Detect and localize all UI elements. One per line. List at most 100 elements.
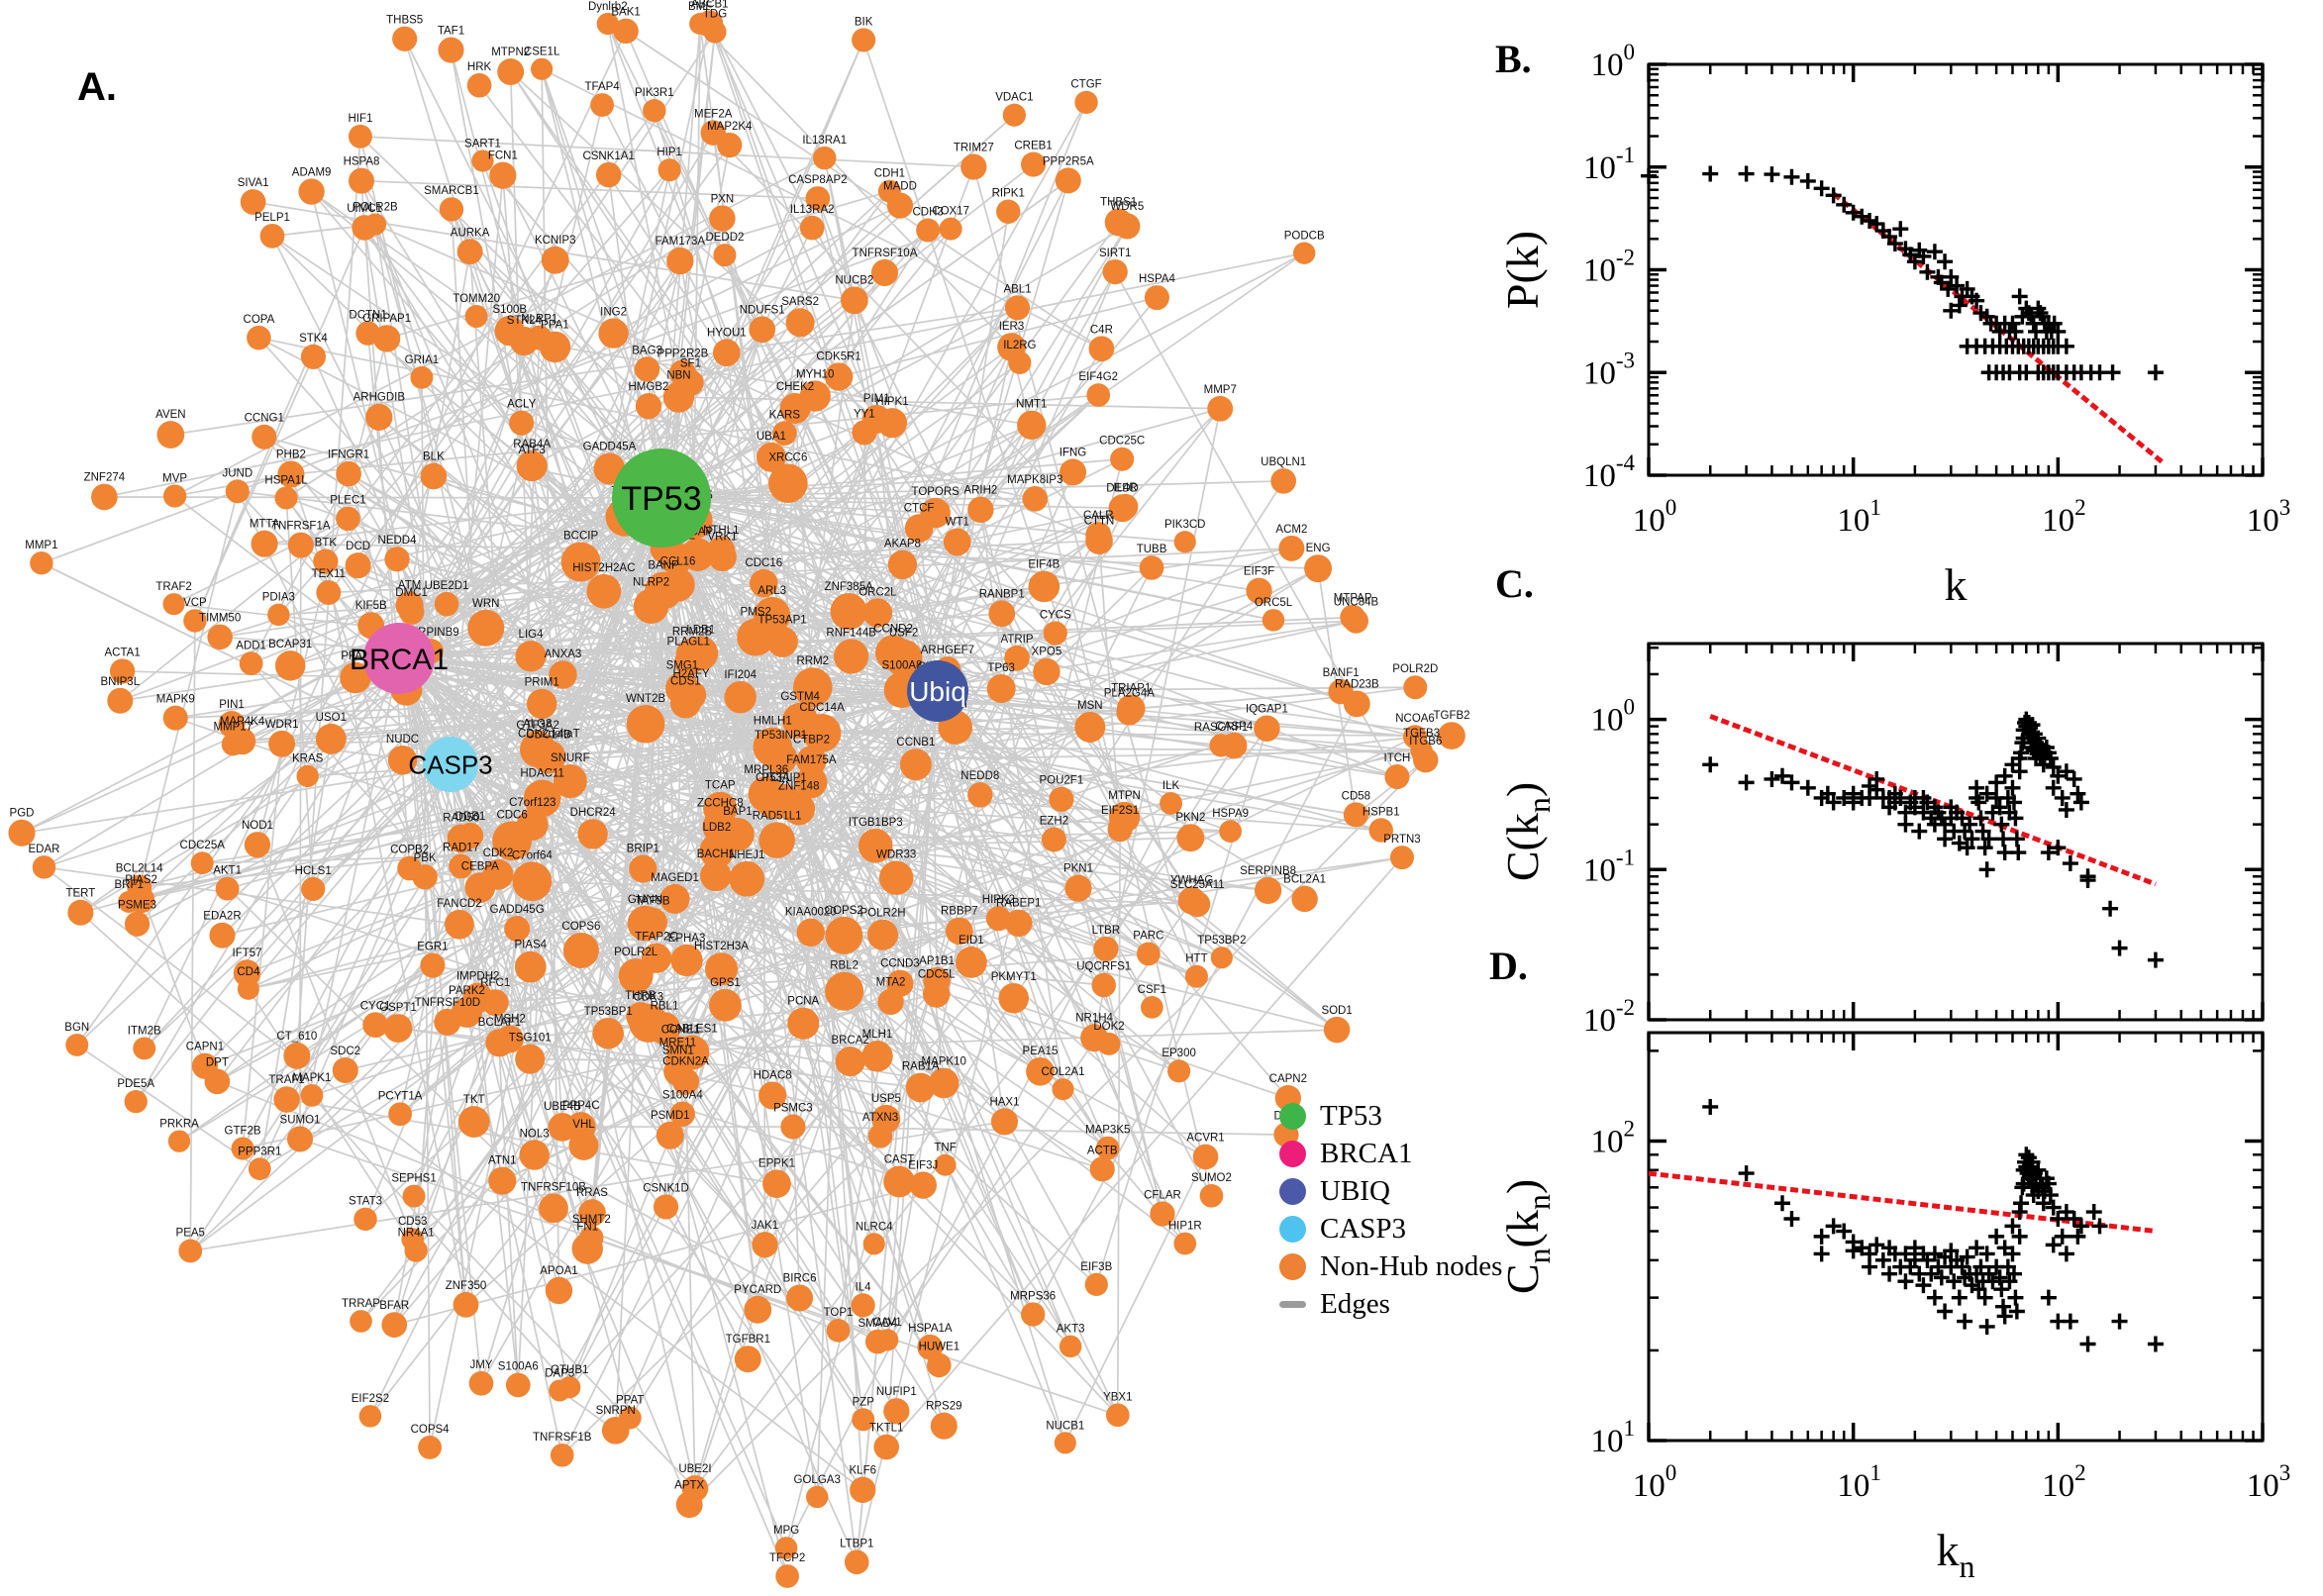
network-edge	[202, 837, 1191, 864]
gene-label: SERPINB8	[1240, 865, 1296, 877]
gene-label: IL13RA1	[802, 135, 847, 147]
non-hub-node	[1291, 885, 1318, 913]
non-hub-node	[786, 1284, 814, 1312]
gene-label: THRB	[625, 990, 656, 1002]
non-hub-node	[870, 258, 899, 287]
non-hub-node	[825, 971, 864, 1011]
non-hub-node	[851, 1293, 875, 1318]
gene-label: S100A6	[498, 1361, 539, 1373]
gene-label: CDK2deltaT	[518, 728, 580, 740]
gene-label: C7orf123	[509, 797, 556, 809]
gene-label: PLA2G4A	[1104, 688, 1155, 700]
non-hub-node	[252, 424, 277, 449]
non-hub-node	[505, 1372, 531, 1398]
non-hub-node	[340, 661, 371, 694]
network-edge	[684, 1081, 696, 1489]
network-edge	[510, 70, 893, 424]
edge-swatch-icon	[1279, 1300, 1306, 1308]
network-edge	[393, 497, 662, 1326]
non-hub-node	[372, 325, 401, 352]
network-edge	[311, 763, 452, 1096]
gene-label: POLR2D	[1392, 663, 1438, 675]
gene-label: CREB1	[1014, 140, 1052, 151]
gene-label: ACTB	[1087, 1145, 1118, 1156]
non-hub-node	[840, 286, 868, 315]
non-hub-node	[899, 748, 932, 781]
non-hub-node	[601, 1416, 630, 1445]
network-edge	[660, 225, 1128, 499]
non-hub-node	[805, 186, 831, 211]
network-edge	[135, 657, 400, 1103]
network-edge	[398, 657, 941, 1366]
tick-label: 100	[1591, 695, 1636, 739]
non-hub-node	[787, 1007, 820, 1040]
gene-label: PPP2R2B	[657, 348, 709, 359]
gene-label: PARK2	[449, 985, 485, 997]
non-hub-node	[618, 958, 654, 993]
gene-label: RRM2	[796, 655, 829, 667]
gene-label: ITCH	[1384, 752, 1411, 764]
gene-label: EDA2R	[203, 911, 241, 923]
non-hub-node	[183, 609, 207, 633]
gene-label: HUWE1	[919, 1342, 960, 1353]
non-hub-node	[273, 1086, 300, 1113]
gene-label: ARL3	[758, 585, 786, 597]
gene-label: TGFBR1	[726, 1334, 770, 1346]
legend-label: TP53	[1320, 1099, 1382, 1132]
gene-label: UBE4B	[544, 1101, 581, 1113]
non-hub-node	[923, 966, 951, 995]
tick-label: 10-1	[1583, 143, 1635, 186]
network-edge	[398, 229, 929, 659]
panel-label-a: A.	[77, 65, 117, 109]
tick-label: 102	[1591, 1116, 1636, 1159]
gene-label: PIM1	[863, 393, 890, 405]
gene-label: GSPT1	[379, 1002, 417, 1014]
clustering-coefficient-plot: 100 10-1 10-2 C(kn)	[1497, 642, 2265, 1039]
network-edge	[719, 808, 1119, 1416]
network-edge	[263, 436, 1416, 739]
gene-label: EP300	[1162, 1047, 1196, 1059]
gene-label: CSF1	[1138, 984, 1166, 996]
gene-label: S100A8	[882, 660, 923, 672]
non-hub-node	[387, 745, 418, 775]
gene-label: EDAR	[29, 844, 60, 855]
non-hub-node	[531, 57, 554, 80]
gene-label: RFC1	[480, 977, 510, 989]
gene-label: CDH1	[874, 168, 905, 180]
non-hub-node	[916, 218, 941, 243]
gene-label: HIP1R	[1168, 1221, 1202, 1233]
non-hub-node	[1052, 1078, 1074, 1101]
non-hub-node	[883, 1165, 915, 1198]
gene-label: WT1	[946, 517, 969, 529]
non-hub-node	[635, 393, 662, 420]
degree-distribution-plot: 100 101 102 103 100 10-1 10-2 10-3 10-4 k P(k)	[1497, 40, 2290, 610]
non-hub-node	[657, 158, 681, 182]
gene-label: CDH3	[912, 207, 943, 219]
gene-label: MRPL36	[744, 764, 788, 776]
gene-labels-layer: TCAP IFI204 H2AFY ZCCHC8 CDS1 HMLH1 MRPL36 BAP1…	[10, 0, 1470, 1564]
non-hub-node	[1384, 764, 1410, 790]
non-hub-node	[1049, 786, 1074, 812]
network-edge	[1010, 347, 1213, 1196]
gene-label: MSN	[1077, 700, 1103, 712]
gene-label: SIVA1	[238, 177, 269, 189]
non-hub-node	[568, 1130, 599, 1160]
network-edge	[139, 826, 721, 888]
gene-label: DEDD2	[705, 232, 744, 244]
network-edge	[1064, 1156, 1207, 1444]
non-hub-node	[1105, 1403, 1130, 1428]
network-edge	[256, 738, 333, 846]
gene-label: RPS29	[926, 1401, 961, 1413]
gene-label: TP53INP1	[755, 730, 807, 742]
gene-label: NEDD8	[960, 770, 999, 782]
network-edge	[363, 227, 452, 765]
gene-label: ORC2L	[858, 586, 897, 598]
network-edge	[450, 763, 1206, 1158]
gene-label: BAG3	[632, 345, 662, 356]
gene-label: HIF1	[348, 113, 372, 125]
non-hub-node	[985, 906, 1012, 932]
gene-label: NUCB1	[1046, 1420, 1084, 1432]
non-hub-node	[240, 189, 266, 215]
network-edge	[680, 1029, 1338, 1051]
gene-label: KARS	[769, 409, 801, 421]
